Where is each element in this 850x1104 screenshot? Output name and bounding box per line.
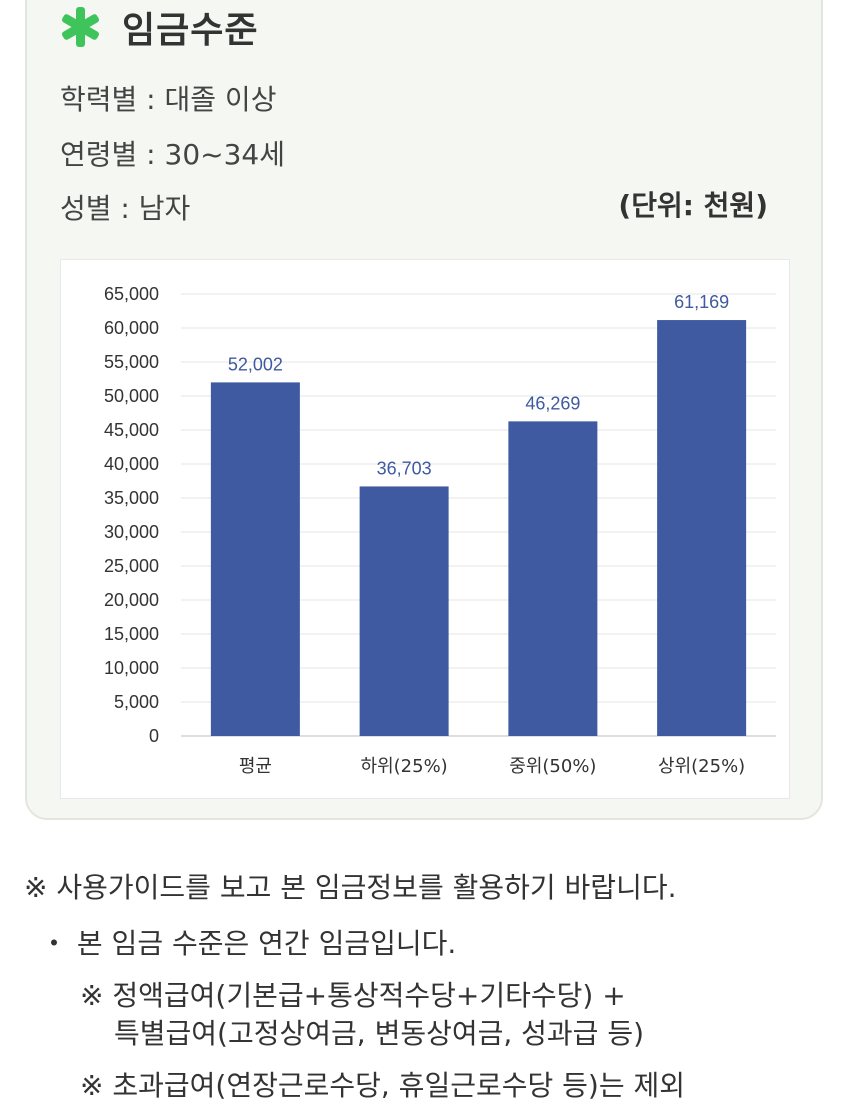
y-tick-label: 30,000 [104,522,159,542]
guide-note: ※ 사용가이드를 보고 본 임금정보를 활용하기 바랍니다. [24,871,677,904]
asterisk-icon [58,5,102,49]
x-tick-label: 중위(50%) [509,756,596,777]
y-tick-label: 5,000 [114,692,159,712]
y-tick-label: 60,000 [104,318,159,338]
y-tick-label: 25,000 [104,556,159,576]
y-tick-label: 15,000 [104,624,159,644]
age-filter: 연령별 : 30~34세 [60,138,285,171]
data-label: 61,169 [674,292,729,312]
bar-chart: 0 5,000 10,000 15,000 20,000 25,000 30,000 35,0… [104,284,776,777]
includes-note-line1: ※ 정액급여(기본급+통상적수당+기타수당) + [80,979,626,1012]
bar [210,382,300,736]
page-title: 임금수준 [122,10,259,51]
data-label: 36,703 [377,458,432,478]
y-tick-label: 10,000 [104,658,159,678]
chart-container: 0 5,000 10,000 15,000 20,000 25,000 30,000 35,0… [60,259,790,799]
education-filter: 학력별 : 대졸 이상 [60,83,277,116]
data-label: 46,269 [525,393,580,413]
bar [657,320,747,736]
unit-label: (단위: 천원) [618,189,768,222]
y-tick-label: 50,000 [104,386,159,406]
y-tick-label: 40,000 [104,454,159,474]
y-tick-label: 65,000 [104,284,159,304]
excludes-note: ※ 초과급여(연장근로수당, 휴일근로수당 등)는 제외 [80,1069,686,1102]
x-tick-label: 상위(25%) [658,756,745,777]
annual-note: ・ 본 임금 수준은 연간 임금입니다. [40,927,457,960]
gender-filter: 성별 : 남자 [60,192,191,225]
bar [359,486,449,736]
title-row: 임금수준 [58,4,259,51]
x-tick-label: 평균 [239,756,272,777]
y-tick-label: 0 [149,726,159,746]
y-tick-label: 35,000 [104,488,159,508]
bar [508,421,598,736]
y-tick-label: 55,000 [104,352,159,372]
includes-note-line2: 특별급여(고정상여금, 변동상여금, 성과급 등) [114,1017,645,1050]
data-label: 52,002 [228,354,283,374]
x-tick-label: 하위(25%) [361,756,448,777]
y-tick-label: 45,000 [104,420,159,440]
y-tick-label: 20,000 [104,590,159,610]
